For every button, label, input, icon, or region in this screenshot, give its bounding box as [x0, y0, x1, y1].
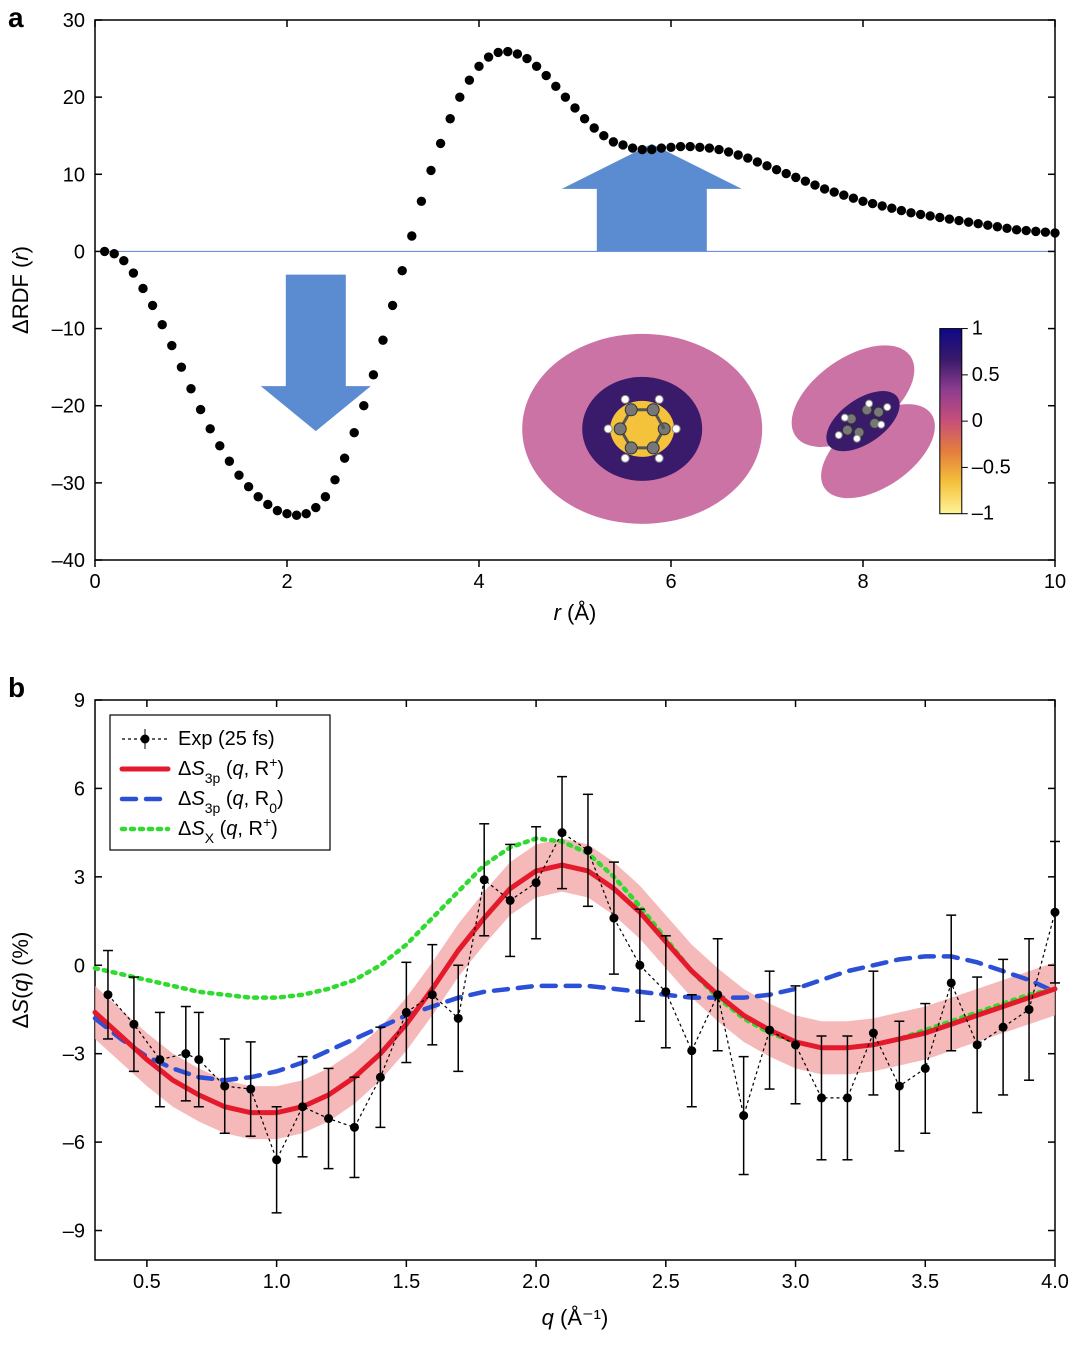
legend: Exp (25 fs)ΔS3p (q, R+)ΔS3p (q, R0)ΔSX (…	[110, 715, 330, 850]
svg-text:ΔRDF (r): ΔRDF (r)	[8, 246, 33, 334]
svg-text:1.0: 1.0	[263, 1271, 291, 1293]
svg-text:q (Å⁻¹): q (Å⁻¹)	[542, 1305, 609, 1330]
svg-text:3.0: 3.0	[782, 1271, 810, 1293]
arrow-up	[562, 144, 742, 252]
panel-b-chart: 0.5 1.0 1.5 2.0 2.5 3.0 3.5 4.0 –9 –6 –3 0 3 6 9 q (Å…	[0, 680, 1080, 1340]
svg-text:1: 1	[972, 318, 983, 340]
svg-text:10: 10	[1044, 571, 1066, 593]
panel-a-chart: 0246810 –40–30–20–100102030 r (Å) ΔRDF (…	[0, 0, 1080, 640]
svg-text:2: 2	[281, 571, 292, 593]
svg-text:–1: –1	[972, 503, 994, 525]
svg-text:–9: –9	[63, 1221, 85, 1243]
svg-text:20: 20	[63, 87, 85, 109]
svg-text:0: 0	[74, 955, 85, 977]
svg-text:1.5: 1.5	[392, 1271, 420, 1293]
svg-text:8: 8	[857, 571, 868, 593]
figure-two-panel: a 0246810 –40–30–20–100102030 r (Å) ΔRDF…	[0, 0, 1080, 1352]
svg-text:–6: –6	[63, 1132, 85, 1154]
colorbar: –1 –0.5 0 0.5 1	[940, 318, 1011, 525]
svg-text:–20: –20	[52, 396, 85, 418]
svg-text:9: 9	[74, 690, 85, 712]
svg-text:2.0: 2.0	[522, 1271, 550, 1293]
svg-text:2.5: 2.5	[652, 1271, 680, 1293]
svg-text:4.0: 4.0	[1041, 1271, 1069, 1293]
svg-text:Exp (25 fs): Exp (25 fs)	[178, 728, 275, 750]
svg-text:0: 0	[972, 410, 983, 432]
svg-text:–40: –40	[52, 550, 85, 572]
svg-text:4: 4	[473, 571, 484, 593]
svg-text:ΔS(q) (%): ΔS(q) (%)	[8, 932, 33, 1029]
s3p-rp-line	[95, 865, 1055, 1113]
arrow-down	[261, 275, 371, 432]
svg-text:0.5: 0.5	[972, 364, 1000, 386]
svg-text:–3: –3	[63, 1044, 85, 1066]
svg-text:3.5: 3.5	[911, 1271, 939, 1293]
svg-text:–30: –30	[52, 473, 85, 495]
svg-text:0: 0	[74, 241, 85, 263]
svg-text:30: 30	[63, 10, 85, 32]
svg-text:r (Å): r (Å)	[554, 600, 597, 625]
svg-text:–0.5: –0.5	[972, 456, 1011, 478]
svg-text:–10: –10	[52, 319, 85, 341]
svg-text:6: 6	[74, 778, 85, 800]
density-inset	[522, 325, 951, 524]
s3p-rp-band	[95, 839, 1055, 1140]
svg-text:3: 3	[74, 867, 85, 889]
svg-text:6: 6	[665, 571, 676, 593]
svg-text:0.5: 0.5	[133, 1271, 161, 1293]
svg-text:10: 10	[63, 164, 85, 186]
svg-text:0: 0	[89, 571, 100, 593]
